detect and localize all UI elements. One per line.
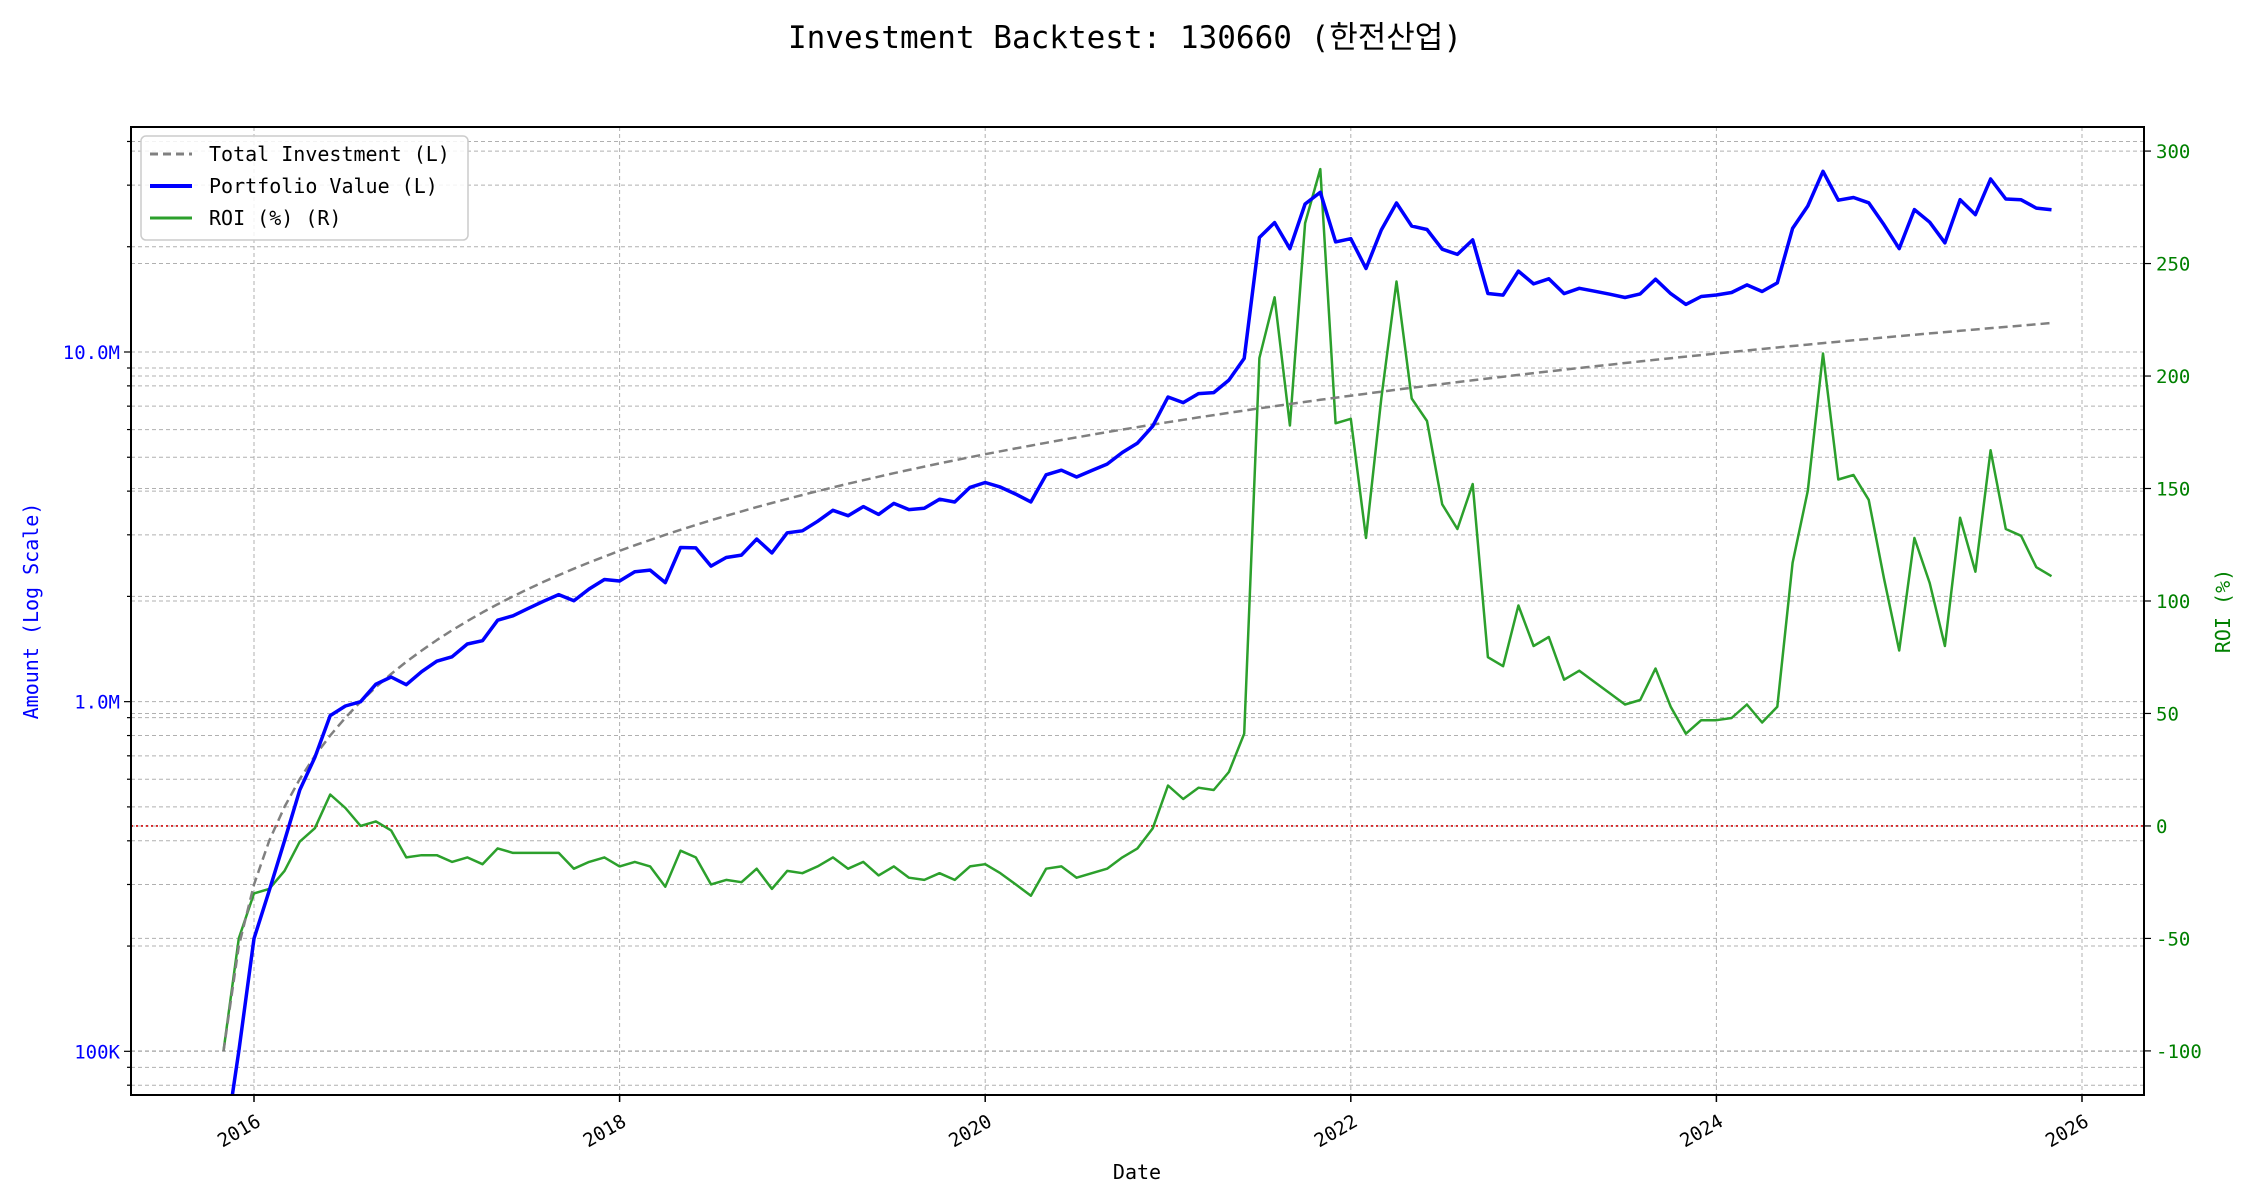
x-axis-label: Date bbox=[1113, 1160, 1161, 1184]
total-investment-line bbox=[222, 321, 2052, 1052]
x-tick-label: 2024 bbox=[1676, 1110, 1727, 1152]
y-right-tick-label: -100 bbox=[2156, 1041, 2202, 1063]
y-right-tick-label: -50 bbox=[2156, 928, 2190, 950]
x-tick-label: 2016 bbox=[214, 1110, 265, 1152]
y-left-tick-label: 1.0M bbox=[74, 692, 120, 714]
x-tick-label: 2026 bbox=[2042, 1110, 2093, 1152]
chart-title: Investment Backtest: 130660 (한전산업) bbox=[788, 20, 1462, 56]
x-tick-label: 2020 bbox=[945, 1110, 996, 1152]
roi-line bbox=[222, 167, 2053, 1052]
y-right-tick-label: 200 bbox=[2156, 366, 2190, 388]
grid bbox=[131, 127, 2144, 1095]
y-right-tick-label: 250 bbox=[2156, 254, 2190, 276]
y-right-tick-label: 100 bbox=[2156, 591, 2190, 613]
portfolio-value-line bbox=[230, 169, 2052, 1095]
plot-frame bbox=[130, 126, 2145, 1096]
y-right-tick-label: 50 bbox=[2156, 703, 2179, 725]
legend-box bbox=[140, 135, 469, 241]
y-right-tick-label: 0 bbox=[2156, 816, 2167, 838]
legend-label-portfolio-value: Portfolio Value (L) bbox=[209, 174, 438, 198]
y-right-tick-label: 150 bbox=[2156, 479, 2190, 501]
y-right-tick-label: 300 bbox=[2156, 141, 2190, 163]
x-tick-label: 2018 bbox=[579, 1110, 630, 1152]
legend-label-roi: ROI (%) (R) bbox=[209, 206, 341, 230]
x-tick-label: 2022 bbox=[1311, 1110, 1362, 1152]
y-left-axis-label: Amount (Log Scale) bbox=[19, 503, 43, 720]
series-layer bbox=[131, 167, 2144, 1095]
legend-label-total-investment: Total Investment (L) bbox=[209, 142, 450, 166]
y-left-tick-label: 10.0M bbox=[63, 342, 120, 364]
y-left-tick-label: 100K bbox=[74, 1041, 120, 1063]
axes: 2016 2018 2020 2022 2024 2026 100K 1.0M 10.0M -10… bbox=[63, 140, 2202, 1152]
y-right-axis-label: ROI (%) bbox=[2211, 569, 2235, 653]
legend: Total Investment (L) Portfolio Value (L)… bbox=[140, 135, 469, 241]
